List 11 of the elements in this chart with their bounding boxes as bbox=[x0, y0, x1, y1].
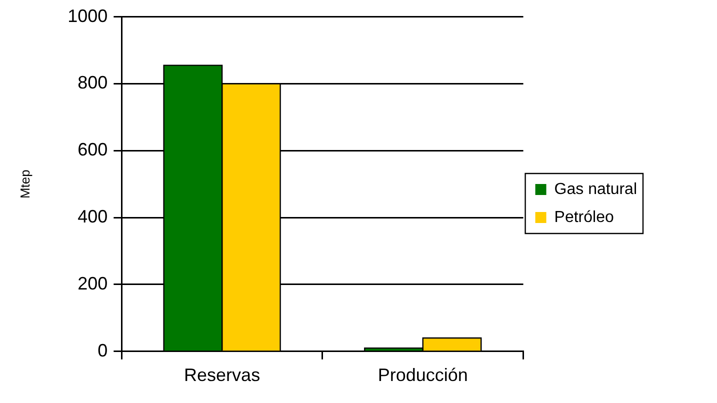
y-tick-label: 200 bbox=[78, 273, 108, 294]
y-axis-title: Mtep bbox=[17, 170, 32, 199]
y-tick-label: 800 bbox=[78, 72, 108, 93]
y-tick-label: 600 bbox=[78, 140, 108, 160]
legend-label: Gas natural bbox=[554, 180, 638, 198]
legend-label: Petróleo bbox=[554, 208, 614, 226]
y-tick-label: 400 bbox=[78, 206, 108, 227]
x-tick-label: Producción bbox=[378, 365, 468, 386]
y-tick-label: 0 bbox=[98, 340, 108, 360]
y-tick-label: 1000 bbox=[68, 6, 108, 26]
x-tick-label: Reservas bbox=[184, 365, 260, 386]
